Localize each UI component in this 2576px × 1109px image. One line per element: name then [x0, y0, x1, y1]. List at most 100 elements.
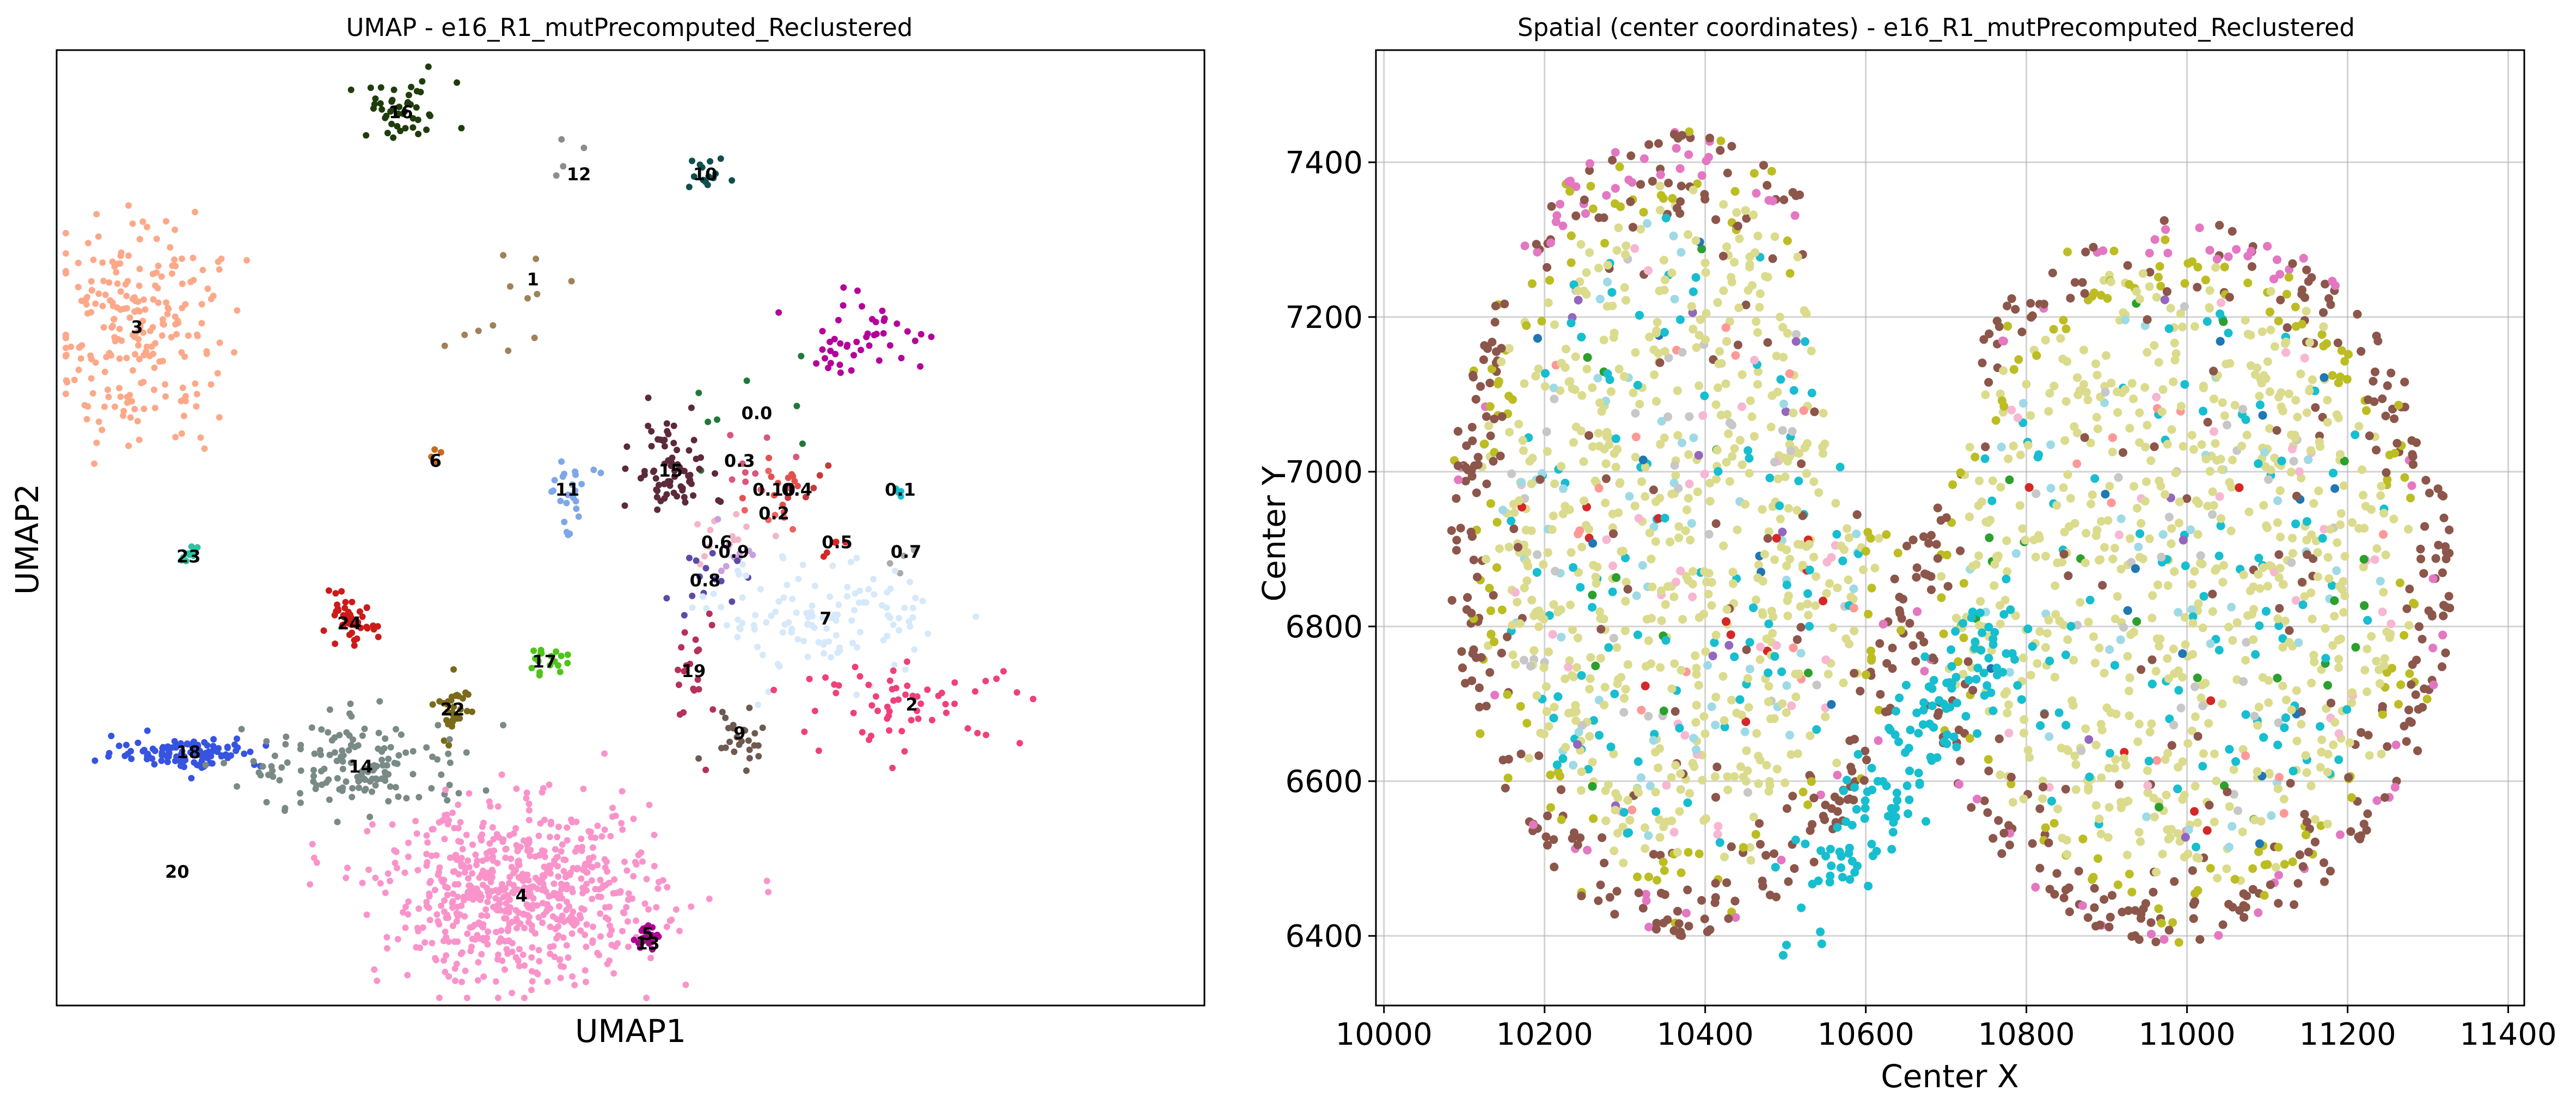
- umap-point: [88, 375, 95, 382]
- umap-point: [126, 314, 133, 321]
- spatial-point: [1796, 649, 1806, 658]
- umap-point: [154, 285, 161, 291]
- umap-point: [434, 756, 441, 763]
- spatial-point: [1582, 268, 1591, 277]
- spatial-point: [1475, 703, 1484, 712]
- umap-point: [493, 929, 500, 936]
- spatial-point: [1633, 757, 1643, 766]
- umap-point: [743, 523, 750, 531]
- spatial-point: [2346, 827, 2355, 836]
- umap-point: [100, 324, 107, 331]
- umap-point: [136, 236, 143, 243]
- spatial-point: [2135, 295, 2144, 304]
- umap-point: [439, 878, 446, 885]
- umap-point: [693, 557, 700, 564]
- umap-cluster-label: 15: [659, 460, 683, 481]
- umap-cluster-label: 13: [635, 933, 660, 954]
- spatial-point: [1788, 427, 1797, 436]
- umap-point: [688, 404, 695, 411]
- umap-point: [282, 807, 288, 814]
- umap-point: [111, 316, 117, 323]
- umap-point: [790, 526, 796, 533]
- spatial-point: [1545, 276, 1554, 285]
- spatial-point: [1984, 377, 1993, 387]
- umap-point: [438, 902, 445, 909]
- spatial-point: [2193, 263, 2202, 272]
- spatial-point: [2269, 275, 2279, 284]
- spatial-point: [1773, 765, 1782, 773]
- umap-point: [405, 839, 412, 846]
- umap-point: [717, 155, 724, 162]
- spatial-point: [2360, 523, 2369, 533]
- spatial-point: [2274, 573, 2284, 582]
- umap-point: [326, 752, 333, 758]
- umap-point: [160, 321, 167, 328]
- spatial-point: [2291, 434, 2300, 443]
- spatial-point: [2385, 633, 2394, 642]
- umap-point: [400, 110, 407, 117]
- umap-point: [739, 495, 746, 502]
- spatial-point: [1852, 529, 1861, 539]
- spatial-point: [1568, 625, 1577, 635]
- umap-point: [853, 691, 860, 698]
- spatial-point: [2238, 827, 2247, 837]
- umap-point: [132, 330, 139, 337]
- umap-point: [178, 751, 185, 758]
- spatial-point: [1593, 562, 1602, 571]
- umap-point: [311, 750, 318, 757]
- umap-point: [438, 771, 445, 778]
- spatial-point: [1819, 409, 1828, 418]
- umap-point: [311, 855, 317, 861]
- spatial-point: [1509, 524, 1519, 533]
- spatial-point: [1702, 309, 1711, 318]
- umap-point: [123, 293, 130, 300]
- spatial-point: [2276, 295, 2285, 304]
- spatial-point: [1720, 716, 1729, 725]
- umap-point: [912, 594, 919, 601]
- spatial-point: [2159, 216, 2169, 225]
- spatial-point: [2273, 784, 2283, 793]
- spatial-point: [2262, 521, 2271, 531]
- umap-point: [719, 709, 726, 716]
- umap-point: [516, 962, 523, 970]
- spatial-point: [2333, 338, 2342, 348]
- spatial-point: [2039, 300, 2048, 309]
- spatial-point: [2181, 561, 2190, 570]
- umap-point: [942, 700, 949, 708]
- umap-point: [109, 322, 116, 330]
- spatial-point: [1647, 659, 1656, 668]
- umap-point: [490, 836, 497, 843]
- umap-point: [310, 772, 317, 779]
- spatial-point: [2216, 521, 2225, 531]
- umap-point: [442, 787, 449, 793]
- spatial-point: [2351, 643, 2360, 652]
- spatial-point: [1648, 176, 1657, 186]
- spatial-point: [1540, 382, 1550, 391]
- umap-point: [872, 693, 879, 700]
- spatial-point: [1634, 514, 1643, 523]
- spatial-point: [1767, 167, 1776, 176]
- spatial-point: [2162, 287, 2171, 296]
- spatial-point: [1999, 828, 2009, 838]
- umap-point: [215, 745, 222, 752]
- spatial-point: [1785, 269, 1795, 278]
- spatial-point: [1533, 247, 1542, 257]
- umap-point: [348, 599, 356, 606]
- umap-point: [243, 257, 250, 264]
- spatial-point: [2234, 806, 2242, 815]
- spatial-point: [1520, 656, 1528, 665]
- spatial-point: [1711, 879, 1720, 888]
- spatial-point: [2189, 445, 2198, 454]
- umap-point: [484, 898, 491, 905]
- spatial-point: [1678, 615, 1687, 624]
- spatial-point: [1482, 702, 1491, 711]
- spatial-point: [1636, 224, 1645, 234]
- spatial-point: [2210, 394, 2219, 404]
- umap-point: [164, 758, 171, 765]
- spatial-point: [2441, 648, 2450, 657]
- umap-point: [455, 790, 462, 797]
- spatial-point: [2391, 740, 2401, 750]
- umap-point: [486, 798, 493, 805]
- umap-point: [917, 700, 925, 707]
- spatial-point: [1507, 469, 1516, 478]
